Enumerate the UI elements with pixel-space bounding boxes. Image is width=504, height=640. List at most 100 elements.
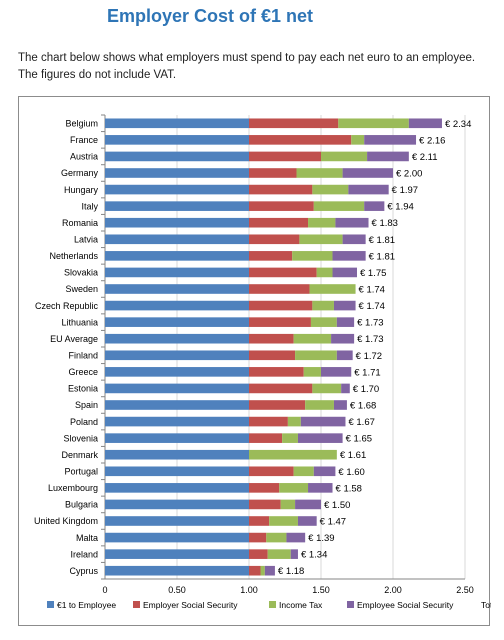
total-label: € 1.58 — [336, 483, 362, 494]
bar-segment-employee-social-security — [336, 317, 355, 327]
bar-segment-employer-social-security — [249, 516, 270, 526]
bar-segment-1-to-employee — [105, 499, 249, 510]
bar-segment-income-tax — [313, 201, 365, 211]
bar-segment-employee-social-security — [321, 367, 352, 377]
bar-segment-employer-social-security — [249, 184, 313, 195]
category-label: Hungary — [64, 185, 99, 195]
x-tick-label: 2.00 — [384, 585, 402, 595]
bar-segment-employee-social-security — [333, 400, 347, 410]
category-label: Latvia — [74, 234, 98, 244]
bar-segment-employee-social-security — [264, 565, 275, 576]
bar-segment-employee-social-security — [297, 433, 343, 443]
total-label: € 2.16 — [419, 135, 445, 146]
bar-segment-1-to-employee — [105, 168, 249, 178]
bar-segment-employer-social-security — [249, 333, 294, 344]
total-label: € 1.81 — [369, 235, 395, 246]
total-label: € 1.61 — [340, 450, 366, 461]
total-label: € 1.68 — [350, 401, 376, 412]
category-label: Slovenia — [63, 433, 98, 443]
bar-segment-income-tax — [292, 251, 333, 261]
bar-segment-employee-social-security — [364, 135, 417, 145]
bar-segment-employer-social-security — [249, 217, 309, 228]
bar-segment-1-to-employee — [105, 151, 249, 162]
bar-segment-1-to-employee — [105, 367, 249, 377]
bar-segment-income-tax — [303, 367, 321, 377]
intro-text: The chart below shows what employers mus… — [18, 50, 496, 84]
bar-segment-income-tax — [249, 449, 337, 460]
bar-segment-income-tax — [293, 466, 314, 477]
bar-segment-income-tax — [316, 267, 333, 278]
bar-segment-employer-social-security — [249, 317, 311, 327]
total-label: € 1.71 — [354, 367, 380, 378]
category-label: Estonia — [68, 384, 98, 394]
bar-segment-1-to-employee — [105, 350, 249, 361]
bar-segment-employer-social-security — [249, 284, 310, 294]
chart-frame: 0 0.50 1.00 1.50 2.00 2.50 Belgium € 2.34 France… — [18, 96, 491, 626]
bar-segment-income-tax — [296, 168, 343, 178]
bar-segment-employee-social-security — [367, 151, 409, 162]
bar-segment-employee-social-security — [333, 300, 356, 311]
total-label: € 1.83 — [372, 218, 398, 229]
bar-segment-1-to-employee — [105, 300, 249, 311]
bar-segment-employee-social-security — [308, 483, 333, 493]
bar-segment-employer-social-security — [249, 168, 297, 178]
total-label: € 1.47 — [320, 517, 346, 528]
category-label: Netherlands — [49, 251, 98, 261]
category-label: Germany — [61, 168, 99, 178]
bar-segment-employee-social-security — [332, 251, 366, 261]
bar-segment-1-to-employee — [105, 267, 249, 278]
x-tick-label: 1.50 — [312, 585, 330, 595]
bar-segment-employer-social-security — [249, 118, 339, 129]
bar-segment-1-to-employee — [105, 565, 249, 576]
total-label: € 1.65 — [346, 434, 372, 445]
legend-swatch — [133, 601, 140, 608]
bar-segment-1-to-employee — [105, 516, 249, 526]
bar-segment-income-tax — [310, 317, 337, 327]
legend-label: €1 to Employee — [57, 600, 116, 610]
bar-segment-1-to-employee — [105, 251, 249, 261]
total-label: € 1.39 — [308, 533, 334, 544]
bar-segment-employer-social-security — [249, 549, 268, 559]
x-tick-label: 0.50 — [168, 585, 186, 595]
bar-segment-1-to-employee — [105, 217, 249, 228]
category-label: Denmark — [61, 450, 98, 460]
bar-segment-income-tax — [312, 383, 342, 394]
bar-segment-income-tax — [293, 333, 332, 344]
bar-segment-income-tax — [305, 400, 334, 410]
category-label: Slovakia — [64, 268, 98, 278]
bar-segment-income-tax — [321, 151, 368, 162]
bar-segment-employer-social-security — [249, 466, 294, 477]
bar-segment-income-tax — [279, 483, 309, 493]
category-label: Poland — [70, 417, 98, 427]
bar-segment-1-to-employee — [105, 234, 249, 245]
bar-segment-employer-social-security — [249, 416, 288, 427]
category-label: Sweden — [65, 284, 98, 294]
category-label: EU Average — [50, 334, 98, 344]
legend-swatch — [347, 601, 354, 608]
bar-segment-employee-social-security — [408, 118, 442, 129]
bar-segment-employer-social-security — [249, 251, 293, 261]
bar-segment-employee-social-security — [341, 383, 350, 394]
category-label: Luxembourg — [48, 483, 98, 493]
legend-label: Employer Social Security — [143, 600, 238, 610]
bar-segment-employer-social-security — [249, 483, 280, 493]
category-label: Lithuania — [61, 317, 98, 327]
legend-swatch — [47, 601, 54, 608]
x-tick-label: 1.00 — [240, 585, 258, 595]
category-label: Malta — [76, 533, 98, 543]
bar-segment-1-to-employee — [105, 416, 249, 427]
category-label: Greece — [68, 367, 98, 377]
bar-segment-employer-social-security — [249, 151, 321, 162]
bar-segment-1-to-employee — [105, 483, 249, 493]
bar-segment-employer-social-security — [249, 400, 306, 410]
bar-segment-income-tax — [338, 118, 409, 129]
bar-segment-employer-social-security — [249, 267, 317, 278]
bar-segment-income-tax — [280, 499, 296, 510]
bar-segment-employee-social-security — [335, 217, 369, 228]
bar-segment-1-to-employee — [105, 449, 249, 460]
bar-segment-1-to-employee — [105, 549, 249, 559]
x-tick-label: 0 — [102, 585, 107, 595]
category-label: Cyprus — [69, 566, 98, 576]
total-label: € 1.74 — [359, 301, 385, 312]
bar-segment-1-to-employee — [105, 383, 249, 394]
